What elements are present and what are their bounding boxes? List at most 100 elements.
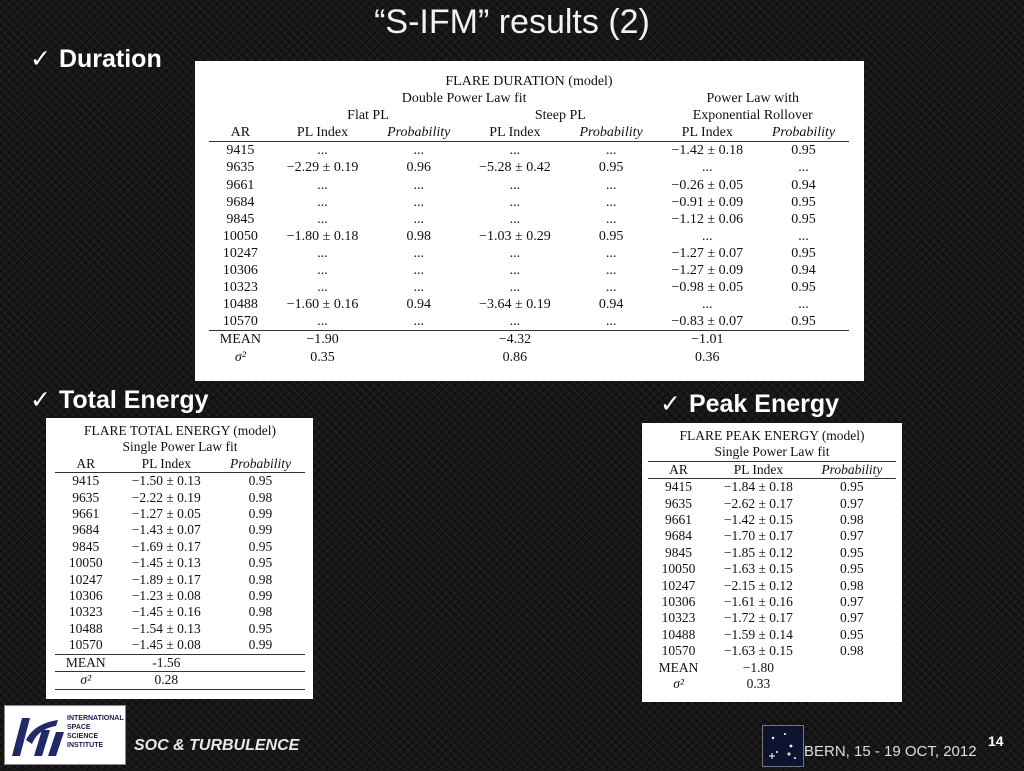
mean-label: MEAN [219,332,261,348]
bullet-duration: ✓ Duration [30,44,162,74]
table-row: 10050 −1.80 ± 0.18 0.98 −1.03 ± 0.29 0.95...… [209,228,849,245]
table-row: 9684 −1.70 ± 0.17 0.97 [648,528,896,544]
value-cell: ... [317,314,328,330]
value-cell: −1.43 ± 0.07 [131,522,201,538]
ar-cell: 10247 [222,245,258,261]
column-header: PL Index [489,125,541,141]
value-cell: 0.94 [406,297,431,313]
ar-cell: 10488 [661,626,696,642]
value-cell: 0.95 [791,143,816,159]
ar-cell: 10050 [68,555,103,571]
ar-cell: 10488 [222,297,258,313]
value-cell: ... [509,194,521,210]
table-row: 10488 −1.54 ± 0.13 0.95 [55,621,305,637]
sigma-label: σ² [234,349,246,365]
value-cell: 0.95 [840,479,864,495]
value-cell: ... [509,263,521,279]
value-cell: ... [509,280,521,296]
value-cell: −0.26 ± 0.05 [671,177,744,193]
ar-cell: 10488 [68,620,103,636]
value-cell: ... [605,143,617,159]
ar-cell: 10306 [661,594,696,610]
value-cell: 0.97 [840,594,864,610]
ar-cell: 9661 [226,177,255,193]
value-cell: 0.98 [840,512,864,528]
value-cell: ... [413,177,424,193]
value-cell: ... [413,194,424,210]
value-cell: −2.15 ± 0.12 [723,577,793,593]
column-header: PL Index [141,455,191,471]
ar-cell: 10323 [222,280,258,296]
total-energy-table: FLARE TOTAL ENERGY (model) Single Power … [55,423,305,690]
value-cell: 0.98 [406,228,431,244]
value-cell: 0.95 [248,620,273,636]
ar-cell: 9661 [72,506,100,522]
check-icon: ✓ [660,390,681,418]
mean-value: −4.32 [498,332,532,348]
footer-event-title: SOC & TURBULENCE [134,737,300,754]
column-header: AR [669,461,688,477]
table-row: 9415 −1.50 ± 0.13 0.95 [55,473,305,490]
table-row: 10570............ −0.83 ± 0.07 0.95 [209,313,849,331]
value-cell: 0.97 [840,528,864,544]
sigma-value: 0.86 [502,349,528,365]
duration-table-panel: FLARE DURATION (model) Double Power Law … [195,61,864,381]
ar-cell: 9661 [665,512,693,528]
value-cell: −1.63 ± 0.15 [723,643,793,659]
value-cell: 0.94 [598,297,624,313]
column-header: Probability [821,461,883,477]
table-row: 10323............ −0.98 ± 0.05 0.95 [209,279,849,296]
value-cell: 0.98 [840,577,864,593]
peak-energy-table-panel: FLARE PEAK ENERGY (model) Single Power L… [642,423,902,702]
duration-group-exp-2: Exponential Rollover [692,108,813,124]
ar-cell: 9845 [72,538,100,554]
mean-value: -1.56 [152,654,181,670]
column-header: AR [76,455,96,471]
value-cell: −1.70 ± 0.17 [723,528,793,544]
value-cell: 0.95 [791,245,816,261]
value-cell: −1.50 ± 0.13 [131,473,201,489]
column-header: Probability [771,125,836,141]
ar-cell: 9415 [72,473,100,489]
value-cell: −2.29 ± 0.19 [286,160,359,176]
peak-energy-table: FLARE PEAK ENERGY (model) Single Power L… [648,428,896,693]
value-cell: −1.45 ± 0.13 [131,555,201,571]
column-header: Probability [229,455,291,471]
value-cell: −0.91 ± 0.09 [671,194,744,210]
value-cell: −1.42 ± 0.15 [723,512,793,528]
sigma-label: σ² [80,672,92,688]
value-cell: −1.85 ± 0.12 [723,544,793,560]
value-cell: 0.95 [248,473,273,489]
sigma-value: 0.28 [154,672,179,688]
table-row: 10306 −1.61 ± 0.16 0.97 [648,594,896,610]
slide-title: “S-IFM” results (2) [374,3,650,41]
value-cell: ... [509,314,521,330]
table-row: 10306............ −1.27 ± 0.09 0.94 [209,262,849,279]
duration-sub-flat: Flat PL [347,108,389,124]
ar-cell: 9684 [665,528,693,544]
value-cell: 0.98 [248,571,273,587]
value-cell: ... [605,211,617,227]
value-cell: −1.72 ± 0.17 [723,610,793,626]
value-cell: 0.95 [791,194,816,210]
ar-cell: 10050 [222,228,258,244]
value-cell: −1.03 ± 0.29 [479,228,551,244]
table-row: 9661............ −0.26 ± 0.05 0.94 [209,177,849,194]
table-row: 10247 −1.89 ± 0.17 0.98 [55,572,305,588]
table-row: 10570 −1.63 ± 0.15 0.98 [648,643,896,659]
value-cell: ... [509,143,521,159]
duration-group-exp-1: Power Law with [706,91,800,107]
value-cell: ... [798,228,809,244]
table-row: 10050 −1.45 ± 0.13 0.95 [55,555,305,571]
table-row: 10488 −1.59 ± 0.14 0.95 [648,627,896,643]
column-header: Probability [387,125,451,141]
peak-subcaption: Single Power Law fit [714,444,830,460]
table-row: 9415............ −1.42 ± 0.18 0.95 [209,142,849,160]
total-subcaption: Single Power Law fit [122,439,238,455]
value-cell: −1.54 ± 0.13 [131,620,201,636]
value-cell: 0.95 [840,544,864,560]
value-cell: 0.99 [248,637,273,653]
table-row: 9661 −1.42 ± 0.15 0.98 [648,512,896,528]
value-cell: ... [702,160,713,176]
value-cell: ... [317,280,328,296]
